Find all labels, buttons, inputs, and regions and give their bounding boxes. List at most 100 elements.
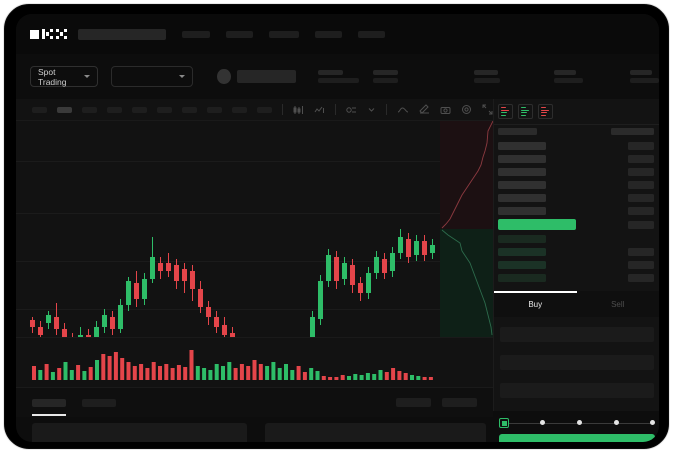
eraser-icon[interactable] (419, 104, 430, 115)
toolbar-divider (335, 104, 336, 115)
volume-histogram (16, 337, 493, 387)
device-frame: Spot Trading (3, 3, 670, 450)
trend-line-icon[interactable] (397, 105, 409, 115)
price-column-header (498, 127, 537, 135)
volume-bars (32, 350, 433, 380)
gridline (16, 261, 493, 262)
order-book-ask-row[interactable] (494, 204, 659, 217)
fullscreen-icon[interactable] (482, 104, 493, 115)
settings-icon[interactable] (461, 104, 472, 115)
tab-sell-label: Sell (611, 299, 625, 309)
timeframe-10[interactable] (257, 106, 272, 113)
timeframe-6[interactable] (157, 106, 172, 113)
slider-stop-75[interactable] (614, 420, 619, 425)
timeframe-4[interactable] (107, 106, 122, 113)
timeframe-5[interactable] (132, 106, 147, 113)
timeframe-8[interactable] (207, 106, 222, 113)
candlestick-chart[interactable] (16, 121, 493, 337)
indicators-icon[interactable] (346, 105, 357, 115)
market-stat-5 (630, 70, 659, 83)
chevron-down-icon (83, 75, 90, 78)
bottom-card-1[interactable] (32, 423, 247, 442)
gridline (16, 309, 493, 310)
timeframe-2[interactable] (57, 106, 72, 113)
timeframe-3[interactable] (82, 106, 97, 113)
order-book-ask-row[interactable] (494, 165, 659, 178)
line-chart-icon[interactable] (314, 105, 325, 115)
market-stat-3 (474, 70, 500, 83)
order-book-bid-row[interactable] (494, 245, 659, 258)
tab-buy[interactable]: Buy (494, 291, 577, 317)
pair-select-dropdown[interactable] (110, 66, 194, 87)
order-book-bid-row[interactable] (494, 232, 659, 245)
camera-icon[interactable] (440, 105, 451, 115)
candlestick-chart-icon[interactable] (293, 105, 304, 115)
nav-item-4[interactable] (315, 30, 342, 38)
order-book-last-price-row[interactable] (494, 217, 659, 232)
nav-item-1[interactable] (182, 30, 210, 38)
order-book-divider (494, 124, 659, 125)
search-input[interactable] (78, 28, 166, 40)
amount-column-header (611, 127, 654, 135)
timeframe-1[interactable] (32, 106, 47, 113)
bottom-tab-1[interactable] (32, 398, 66, 407)
ob-mode-bids-icon[interactable] (518, 104, 533, 119)
order-book-ask-row[interactable] (494, 152, 659, 165)
market-header-bar: Spot Trading (16, 54, 659, 99)
market-stat-2 (373, 70, 398, 83)
ob-mode-asks-icon[interactable] (538, 104, 553, 119)
order-book-ask-row[interactable] (494, 139, 659, 152)
market-stat-4 (554, 70, 583, 83)
bottom-card-2[interactable] (265, 423, 486, 442)
toolbar-divider (386, 104, 387, 115)
depth-curve (440, 121, 493, 337)
timeframe-7[interactable] (182, 106, 197, 113)
order-book-ask-row[interactable] (494, 178, 659, 191)
chart-settings-dropdown-icon[interactable] (367, 105, 376, 114)
chart-toolbar (16, 99, 493, 121)
okx-logo-icon[interactable] (30, 28, 67, 40)
gridline (16, 161, 493, 162)
spot-trading-label: Spot Trading (38, 66, 67, 87)
order-book-ask-row[interactable] (494, 191, 659, 204)
spot-trading-dropdown[interactable]: Spot Trading (30, 66, 98, 87)
order-price-field[interactable] (500, 327, 654, 342)
ask-depth-area (440, 121, 493, 229)
slider-handle[interactable] (499, 418, 509, 428)
place-order-button[interactable] (499, 434, 655, 442)
market-stat-1 (318, 70, 359, 83)
order-book-panel (493, 99, 659, 291)
last-price-highlight (498, 219, 576, 230)
active-tab-underline (32, 414, 66, 416)
order-book-header (494, 125, 659, 139)
coin-avatar (217, 69, 231, 84)
bottom-tab-2[interactable] (82, 398, 116, 407)
tab-buy-label: Buy (528, 299, 543, 309)
order-amount-field[interactable] (500, 355, 654, 370)
depth-chart-overlay (440, 121, 493, 337)
nav-item-5[interactable] (358, 30, 385, 38)
slider-stop-25[interactable] (540, 420, 545, 425)
tab-sell[interactable]: Sell (577, 291, 660, 317)
ob-mode-both-icon[interactable] (498, 104, 513, 119)
slider-stop-100[interactable] (650, 420, 655, 425)
bottom-tab-1-wrap (32, 398, 66, 416)
chevron-down-icon (179, 75, 186, 78)
order-book-bid-row[interactable] (494, 271, 659, 284)
bid-depth-area (440, 229, 493, 337)
bottom-panel-row (16, 417, 493, 442)
bottom-action-2[interactable] (442, 398, 477, 407)
gridline (16, 213, 493, 214)
order-entry-form (493, 317, 659, 411)
nav-item-2[interactable] (226, 30, 253, 38)
candle-series (30, 229, 435, 337)
order-book-mode-group (494, 99, 659, 119)
buy-sell-tab-bar: Buy Sell (493, 291, 659, 317)
bottom-action-1[interactable] (396, 398, 431, 407)
nav-item-3[interactable] (269, 30, 299, 38)
percent-slider[interactable] (499, 417, 655, 429)
order-book-bid-row[interactable] (494, 258, 659, 271)
order-total-field[interactable] (500, 383, 654, 398)
timeframe-9[interactable] (232, 106, 247, 113)
slider-stop-50[interactable] (577, 420, 582, 425)
